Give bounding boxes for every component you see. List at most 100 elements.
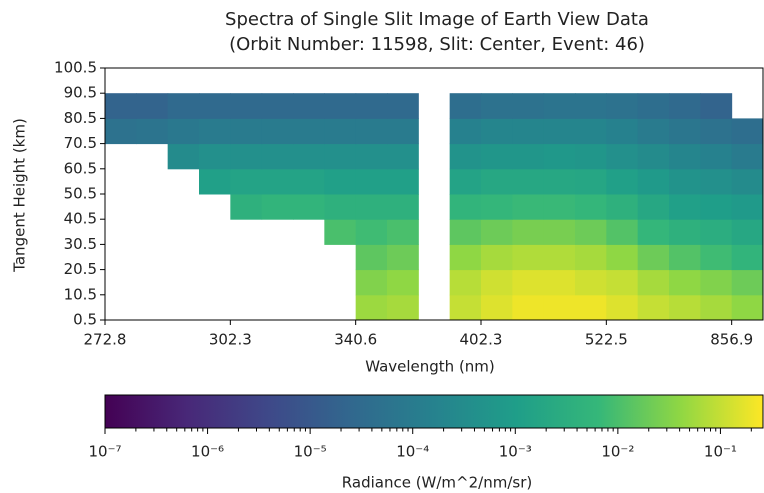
heatmap-cell xyxy=(261,118,294,145)
heatmap-cell xyxy=(543,294,576,321)
heatmap-cell xyxy=(293,93,325,119)
colorbar-tick-label: 10⁻² xyxy=(601,443,634,461)
heatmap-cell xyxy=(669,93,701,119)
heatmap-cell xyxy=(637,269,670,296)
x-tick-label: 302.3 xyxy=(209,331,252,349)
heatmap-cell xyxy=(167,93,200,119)
heatmap-cell xyxy=(449,294,482,321)
heatmap-cell xyxy=(261,168,294,195)
heatmap-cell xyxy=(449,194,482,220)
heatmap-cell xyxy=(700,93,733,119)
heatmap-cell xyxy=(575,269,607,296)
heatmap-cell xyxy=(324,194,357,220)
colorbar-tick-label: 10⁻¹ xyxy=(704,443,737,461)
heatmap-cell xyxy=(669,219,701,245)
heatmap-cell xyxy=(606,244,639,271)
heatmap-cell xyxy=(199,168,231,195)
heatmap-cell xyxy=(387,244,419,271)
heatmap-cell xyxy=(481,143,513,170)
heatmap-cell xyxy=(637,118,670,145)
heatmap-cell xyxy=(700,143,733,170)
colorbar-tick-label: 10⁻⁷ xyxy=(88,443,121,461)
heatmap-cell xyxy=(637,244,670,271)
heatmap-cell xyxy=(230,118,263,145)
heatmap-cell xyxy=(324,168,357,195)
heatmap-cell xyxy=(136,118,169,145)
heatmap-cell xyxy=(606,168,639,195)
heatmap-cell xyxy=(575,143,607,170)
heatmap-cell xyxy=(669,118,701,145)
heatmap-cell xyxy=(606,269,639,296)
heatmap-cell xyxy=(669,294,701,321)
heatmap-cell xyxy=(512,143,545,170)
heatmap-cell xyxy=(481,244,513,271)
heatmap-cell xyxy=(355,168,388,195)
heatmap-cell xyxy=(199,143,231,170)
heatmap-cell xyxy=(387,269,419,296)
y-tick-label: 70.5 xyxy=(64,134,97,152)
colorbar-tick-label: 10⁻⁶ xyxy=(191,443,224,461)
heatmap-cell xyxy=(637,93,670,119)
heatmap-cell xyxy=(293,168,325,195)
y-tick-label: 90.5 xyxy=(64,84,97,102)
heatmap-cell xyxy=(575,244,607,271)
heatmap-cell xyxy=(199,118,231,145)
heatmap-cell xyxy=(481,168,513,195)
y-tick-label: 40.5 xyxy=(64,210,97,228)
chart-title: Spectra of Single Slit Image of Earth Vi… xyxy=(225,9,649,30)
heatmap-cell xyxy=(606,93,639,119)
x-tick-label: 402.3 xyxy=(460,331,503,349)
heatmap-cell xyxy=(355,118,388,145)
heatmap-cell xyxy=(700,118,733,145)
heatmap-cell xyxy=(731,219,764,245)
y-tick-label: 20.5 xyxy=(64,260,97,278)
heatmap-cell xyxy=(387,118,419,145)
heatmap-cell xyxy=(606,194,639,220)
heatmap-cell xyxy=(543,168,576,195)
x-tick-label: 856.9 xyxy=(710,331,753,349)
heatmap-cell xyxy=(637,219,670,245)
heatmap-cell xyxy=(261,93,294,119)
heatmap-cell xyxy=(575,118,607,145)
heatmap-cell xyxy=(637,143,670,170)
heatmap-cell xyxy=(261,143,294,170)
heatmap-cell xyxy=(199,93,231,119)
heatmap-cell xyxy=(261,194,294,220)
heatmap-cell xyxy=(731,168,764,195)
heatmap-cell xyxy=(731,118,764,145)
heatmap-cell xyxy=(575,194,607,220)
heatmap-cell xyxy=(449,269,482,296)
y-tick-label: 30.5 xyxy=(64,235,97,253)
heatmap-cell xyxy=(293,118,325,145)
heatmap-cell xyxy=(324,118,357,145)
heatmap-cell xyxy=(575,93,607,119)
heatmap-cell xyxy=(167,143,200,170)
heatmap-cell xyxy=(512,219,545,245)
heatmap-cell xyxy=(606,219,639,245)
heatmap-cell xyxy=(136,93,169,119)
heatmap-cell xyxy=(575,294,607,321)
heatmap-cell xyxy=(700,168,733,195)
heatmap-cell xyxy=(543,194,576,220)
heatmap-cell xyxy=(387,294,419,321)
heatmap-cell xyxy=(481,93,513,119)
heatmap-cell xyxy=(637,168,670,195)
heatmap-cell xyxy=(700,244,733,271)
y-tick-label: 50.5 xyxy=(64,185,97,203)
heatmap-cell xyxy=(731,244,764,271)
heatmap-cell xyxy=(324,219,357,245)
heatmap-cell xyxy=(543,118,576,145)
heatmap-cell xyxy=(105,118,137,145)
heatmap-cell xyxy=(512,93,545,119)
heatmap-cell xyxy=(669,143,701,170)
y-tick-label: 60.5 xyxy=(64,159,97,177)
heatmap-cell xyxy=(512,294,545,321)
heatmap-cell xyxy=(230,93,263,119)
heatmap-cell xyxy=(293,194,325,220)
colorbar-tick-label: 10⁻³ xyxy=(499,443,532,461)
y-tick-label: 80.5 xyxy=(64,109,97,127)
x-tick-label: 340.6 xyxy=(334,331,377,349)
x-axis-label: Wavelength (nm) xyxy=(365,358,495,376)
heatmap-cell xyxy=(700,269,733,296)
